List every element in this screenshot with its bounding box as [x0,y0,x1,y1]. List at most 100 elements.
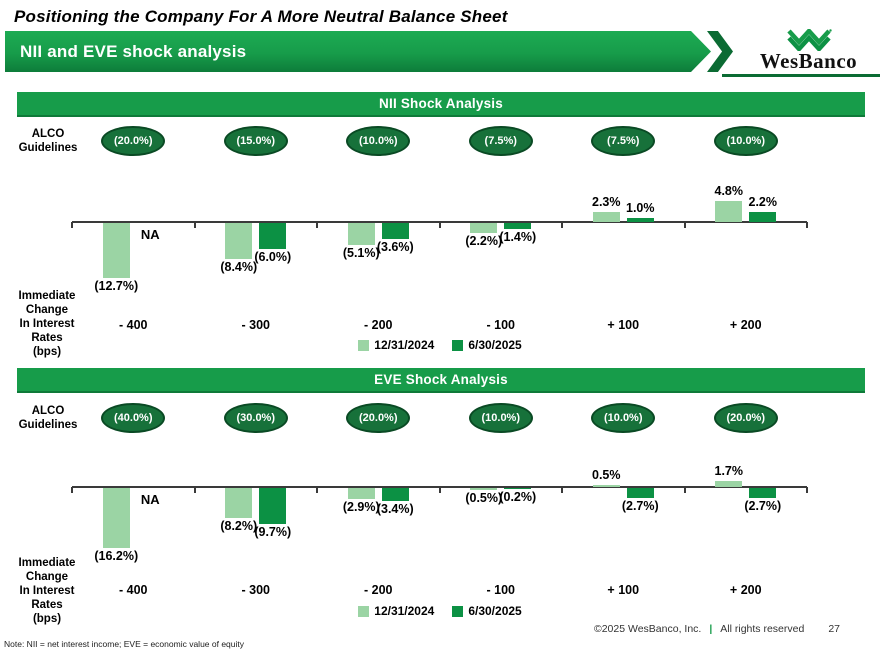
alco-guidelines-label: ALCO Guidelines [18,128,78,154]
guideline-oval: (10.0%) [468,403,533,433]
guideline-oval: (10.0%) [591,403,656,433]
eve-shock-section: EVE Shock Analysis ALCO Guidelines (40.0… [0,368,880,632]
value-label: 0.5% [592,468,621,483]
chart-bar [381,223,409,239]
category-label: - 100 [486,318,516,332]
category-label: + 200 [729,318,762,332]
category-label: - 400 [119,583,148,597]
chart-bar [347,223,375,246]
footer-separator: | [709,623,713,635]
nii-section-header: NII Shock Analysis [17,92,865,117]
legend-swatch-icon [452,339,464,351]
value-label: (2.7%) [621,498,659,513]
chart-bar [381,488,409,501]
footnote: Note: NII = net interest income; EVE = e… [4,639,245,649]
chart-bar [749,212,777,222]
value-label: (2.9%) [342,499,380,514]
page-title: Positioning the Company For A More Neutr… [14,7,508,26]
value-label: 4.8% [714,184,744,199]
legend-item: 12/31/2024 [358,604,434,618]
legend-label: 12/31/2024 [374,338,435,352]
copyright-text: ©2025 WesBanco, Inc. [593,623,702,635]
chart-bar [504,223,532,230]
guideline-oval: (30.0%) [223,403,288,433]
eve-section-title: EVE Shock Analysis [374,372,508,387]
axis-tick [438,487,441,493]
value-label: (16.2%) [94,548,139,563]
value-label: (8.4%) [220,260,258,275]
value-label: (5.1%) [342,246,380,261]
eve-section-header: EVE Shock Analysis [17,368,865,393]
value-label: (2.2%) [465,233,503,248]
legend-item: 6/30/2025 [452,604,522,618]
value-label: 2.2% [748,195,778,210]
value-label: (12.7%) [94,278,139,293]
guideline-oval: (10.0%) [346,126,411,156]
legend-swatch-icon [452,605,464,617]
guideline-oval: (7.5%) [591,126,656,156]
guideline-oval: (7.5%) [468,126,533,156]
category-label: + 100 [607,318,640,332]
axis-tick [561,222,563,228]
rate-axis-label: Immediate Change In Interest Rates (bps) [18,557,76,625]
legend-label: 6/30/2025 [468,338,522,352]
chart-bar [715,201,743,222]
chart-bar [347,488,375,499]
axis-tick [806,487,808,493]
chart-legend: 12/31/2024 6/30/2025 [0,338,880,352]
legend-label: 12/31/2024 [374,604,435,618]
category-label: - 200 [364,583,393,597]
chart-bar [259,488,287,524]
axis-tick [683,222,686,228]
chart-bar [592,212,620,222]
guideline-oval: (20.0%) [346,403,411,433]
category-label: - 400 [119,318,148,332]
legend-swatch-icon [358,605,370,617]
logo-wordmark: WesBanco [759,49,858,73]
value-label: (1.4%) [499,230,537,245]
page-number: 27 [828,623,840,635]
guideline-oval: (20.0%) [101,126,166,156]
chart-bar [626,217,654,222]
value-label: (2.7%) [744,498,782,513]
wesbanco-w-mark-icon [786,29,832,51]
value-label: (8.2%) [220,519,258,534]
rate-axis-label: Immediate Change In Interest Rates (bps) [18,290,76,358]
axis-tick [316,222,318,228]
alco-guidelines-label: ALCO Guidelines [18,405,78,431]
category-label: - 100 [486,583,516,597]
section-banner: NII and EVE shock analysis [5,31,711,72]
guideline-oval: (40.0%) [101,403,166,433]
value-label: (9.7%) [254,524,292,539]
chart-bar [626,488,654,498]
value-label: (3.4%) [376,501,414,516]
logo-underline [722,74,880,77]
guideline-oval: (20.0%) [713,403,778,433]
chart-bar [504,488,532,489]
chart-bar [102,488,130,548]
nii-section-title: NII Shock Analysis [379,96,503,111]
chart-bar [225,488,253,519]
axis-tick [561,487,563,493]
chart-bar [225,223,253,260]
wesbanco-logo: WesBanco [737,29,880,74]
category-label: - 300 [241,583,271,597]
axis-tick [806,222,808,228]
chart-bar [102,223,130,278]
category-label: + 100 [607,583,640,597]
value-label: 1.0% [626,200,655,215]
na-value-label: NA [140,227,160,242]
category-label: + 200 [729,583,762,597]
axis-tick [71,222,73,228]
guideline-oval: (10.0%) [713,126,778,156]
value-label: (0.5%) [465,490,503,505]
legend-label: 6/30/2025 [468,604,522,618]
chart-bar [470,223,498,233]
chart-bar [715,480,743,487]
na-value-label: NA [140,492,160,507]
value-label: (0.2%) [499,489,537,504]
chart-bar [592,485,620,487]
footer: ©2025 WesBanco, Inc. | All rights reserv… [594,623,840,635]
guideline-oval: (15.0%) [223,126,288,156]
axis-tick [71,487,73,493]
